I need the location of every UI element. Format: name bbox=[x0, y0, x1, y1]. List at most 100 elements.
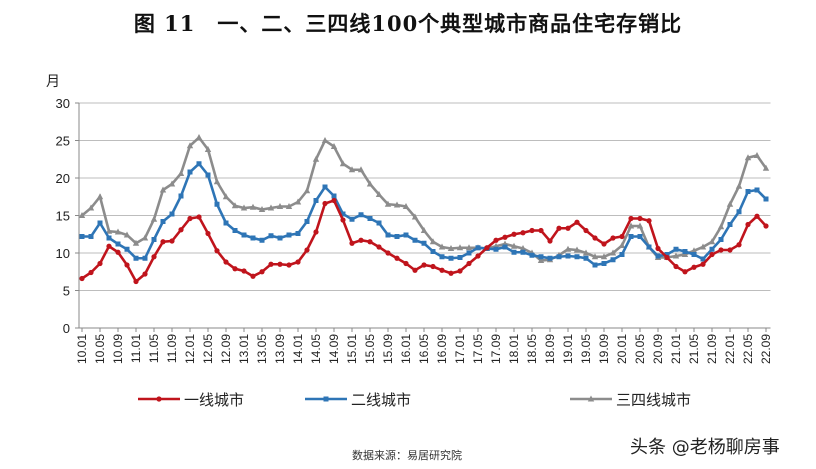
data-point bbox=[156, 396, 162, 402]
data-point bbox=[142, 271, 148, 277]
data-point bbox=[276, 203, 284, 209]
data-point bbox=[331, 197, 337, 204]
data-point bbox=[322, 200, 328, 207]
data-point bbox=[114, 228, 122, 235]
x-tick-label: 16.09 bbox=[435, 334, 449, 364]
data-point bbox=[646, 218, 652, 224]
x-tick-label: 14.09 bbox=[327, 334, 341, 364]
data-point bbox=[213, 178, 221, 185]
data-point bbox=[304, 247, 310, 253]
data-point bbox=[258, 206, 266, 212]
data-point bbox=[357, 166, 365, 173]
y-axis-unit: 月 bbox=[46, 73, 60, 89]
data-point bbox=[547, 238, 553, 244]
x-tick-label: 20.01 bbox=[615, 334, 629, 364]
data-point bbox=[178, 193, 184, 199]
data-point bbox=[367, 216, 373, 221]
data-point bbox=[582, 249, 590, 256]
data-point bbox=[421, 262, 427, 268]
data-point bbox=[268, 233, 274, 239]
series-square bbox=[79, 161, 769, 268]
data-point bbox=[97, 260, 103, 267]
data-point bbox=[105, 227, 113, 234]
data-point bbox=[115, 241, 121, 247]
data-point bbox=[323, 396, 329, 402]
data-point bbox=[628, 234, 634, 239]
data-point bbox=[403, 260, 409, 267]
data-point bbox=[133, 255, 139, 261]
data-point bbox=[619, 252, 625, 257]
data-point bbox=[520, 230, 526, 236]
data-point bbox=[204, 146, 212, 152]
legend-label: 三四线城市 bbox=[616, 392, 691, 409]
data-point bbox=[519, 245, 527, 251]
data-point bbox=[537, 257, 545, 263]
data-point bbox=[438, 243, 446, 250]
data-point bbox=[691, 252, 697, 257]
x-axis: 10.01 10.05 10.09 11.01 11.05 11.09 12.01 12.05… bbox=[75, 327, 773, 364]
data-point bbox=[241, 268, 247, 274]
data-point bbox=[79, 234, 85, 239]
data-point bbox=[187, 215, 193, 222]
data-point bbox=[78, 212, 86, 218]
data-point bbox=[195, 134, 203, 140]
data-point bbox=[169, 211, 175, 217]
data-point bbox=[141, 234, 149, 241]
data-point bbox=[627, 222, 635, 229]
y-tick-label: 30 bbox=[56, 96, 70, 111]
data-point bbox=[358, 212, 364, 218]
x-tick-label: 19.01 bbox=[561, 334, 575, 364]
data-point bbox=[448, 270, 454, 276]
data-point bbox=[564, 245, 572, 252]
x-tick-label: 12.01 bbox=[183, 334, 197, 364]
data-point bbox=[214, 248, 220, 254]
x-tick-label: 13.05 bbox=[255, 334, 269, 364]
data-point bbox=[587, 395, 595, 402]
data-point bbox=[205, 172, 211, 178]
data-point bbox=[547, 255, 553, 261]
data-point bbox=[672, 252, 680, 259]
data-point bbox=[457, 255, 463, 260]
data-point bbox=[538, 227, 544, 234]
data-point bbox=[259, 237, 265, 243]
data-point bbox=[664, 254, 670, 261]
data-point bbox=[384, 200, 392, 207]
y-tick-label: 20 bbox=[56, 171, 70, 186]
data-point bbox=[79, 275, 85, 282]
data-point bbox=[762, 164, 770, 171]
legend-item: 二线城市 bbox=[305, 392, 411, 409]
data-point bbox=[565, 253, 571, 259]
gridlines bbox=[79, 102, 771, 291]
data-point bbox=[655, 253, 661, 259]
data-point bbox=[700, 261, 706, 267]
data-point bbox=[420, 227, 428, 233]
data-point bbox=[592, 235, 598, 241]
data-point bbox=[709, 246, 715, 252]
data-point bbox=[421, 240, 427, 246]
data-point bbox=[484, 245, 490, 251]
x-tick-label: 22.09 bbox=[759, 334, 773, 364]
data-point bbox=[142, 255, 148, 261]
data-point bbox=[636, 222, 644, 229]
data-point bbox=[223, 220, 229, 226]
data-point bbox=[600, 253, 608, 260]
data-point bbox=[690, 247, 698, 254]
data-point bbox=[448, 255, 454, 261]
y-tick-label: 0 bbox=[63, 321, 70, 336]
data-point bbox=[699, 243, 707, 250]
data-point bbox=[277, 235, 283, 241]
data-point bbox=[583, 227, 589, 234]
data-point bbox=[294, 198, 302, 205]
data-point bbox=[88, 234, 94, 239]
data-point bbox=[456, 244, 464, 251]
x-tick-label: 21.01 bbox=[669, 334, 683, 364]
x-tick-label: 15.05 bbox=[363, 334, 377, 364]
data-point bbox=[430, 263, 436, 270]
data-point bbox=[412, 267, 418, 273]
data-point bbox=[268, 261, 274, 267]
x-tick-label: 19.09 bbox=[597, 334, 611, 364]
data-point bbox=[412, 237, 418, 243]
legend-label: 二线城市 bbox=[351, 392, 411, 409]
data-point bbox=[609, 249, 617, 256]
data-point bbox=[150, 215, 158, 222]
